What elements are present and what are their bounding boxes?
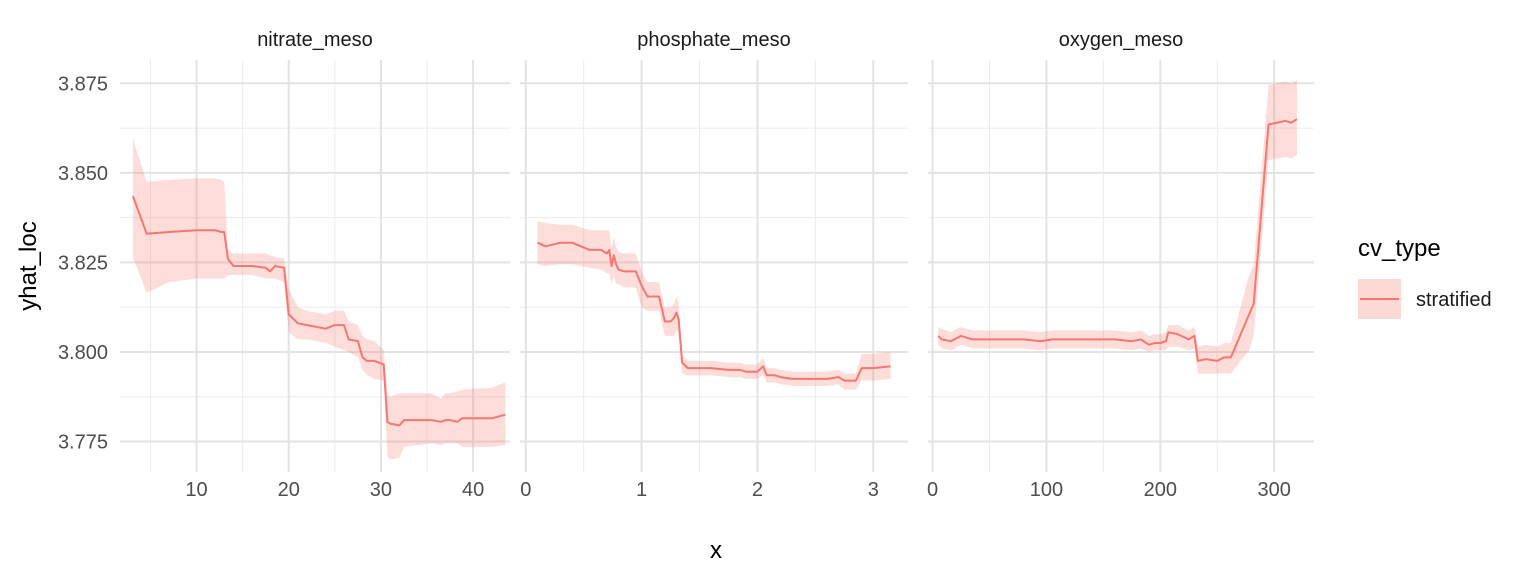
facet-title: nitrate_meso [257,29,373,51]
legend-label-stratified: stratified [1416,289,1492,311]
facet-panel-oxygen_meso: oxygen_meso 0 100 200 300 [927,29,1314,501]
legend: cv_type stratified [1358,235,1492,319]
x-tick-label: 300 [1257,479,1290,501]
facet-panel-nitrate_meso: nitrate_meso 10 20 30 40 [120,29,510,501]
facet-panels: nitrate_meso 10 20 30 40 phosphate_meso 0 1 2 3 ox… [120,29,1314,501]
x-tick-label: 10 [185,479,207,501]
x-tick-label: 0 [520,479,531,501]
x-axis-title: x [710,537,722,564]
y-tick-label: 3.800 [58,342,108,364]
y-tick-labels: 3.775 3.800 3.825 3.850 3.875 [58,73,108,453]
facet-title: phosphate_meso [637,29,790,51]
confidence-ribbon [938,79,1297,374]
facet-title: oxygen_meso [1059,29,1184,51]
confidence-ribbon [537,221,891,390]
x-tick-label: 20 [278,479,300,501]
confidence-ribbon [132,138,506,460]
legend-title: cv_type [1358,235,1441,262]
x-tick-label: 0 [927,479,938,501]
series-line-stratified [937,118,1298,362]
series-line-stratified [131,195,506,427]
x-tick-label: 2 [752,479,763,501]
y-axis-title: yhat_loc [15,221,42,310]
x-tick-label: 40 [462,479,484,501]
x-tick-label: 100 [1030,479,1063,501]
y-tick-label: 3.825 [58,252,108,274]
x-tick-label: 1 [636,479,647,501]
x-tick-label: 200 [1144,479,1177,501]
x-tick-label: 30 [370,479,392,501]
y-tick-label: 3.850 [58,163,108,185]
facet-panel-phosphate_meso: phosphate_meso 0 1 2 3 [520,29,908,501]
series-line-stratified [536,241,891,382]
x-tick-label: 3 [868,479,879,501]
y-tick-label: 3.875 [58,73,108,95]
y-tick-label: 3.775 [58,432,108,454]
